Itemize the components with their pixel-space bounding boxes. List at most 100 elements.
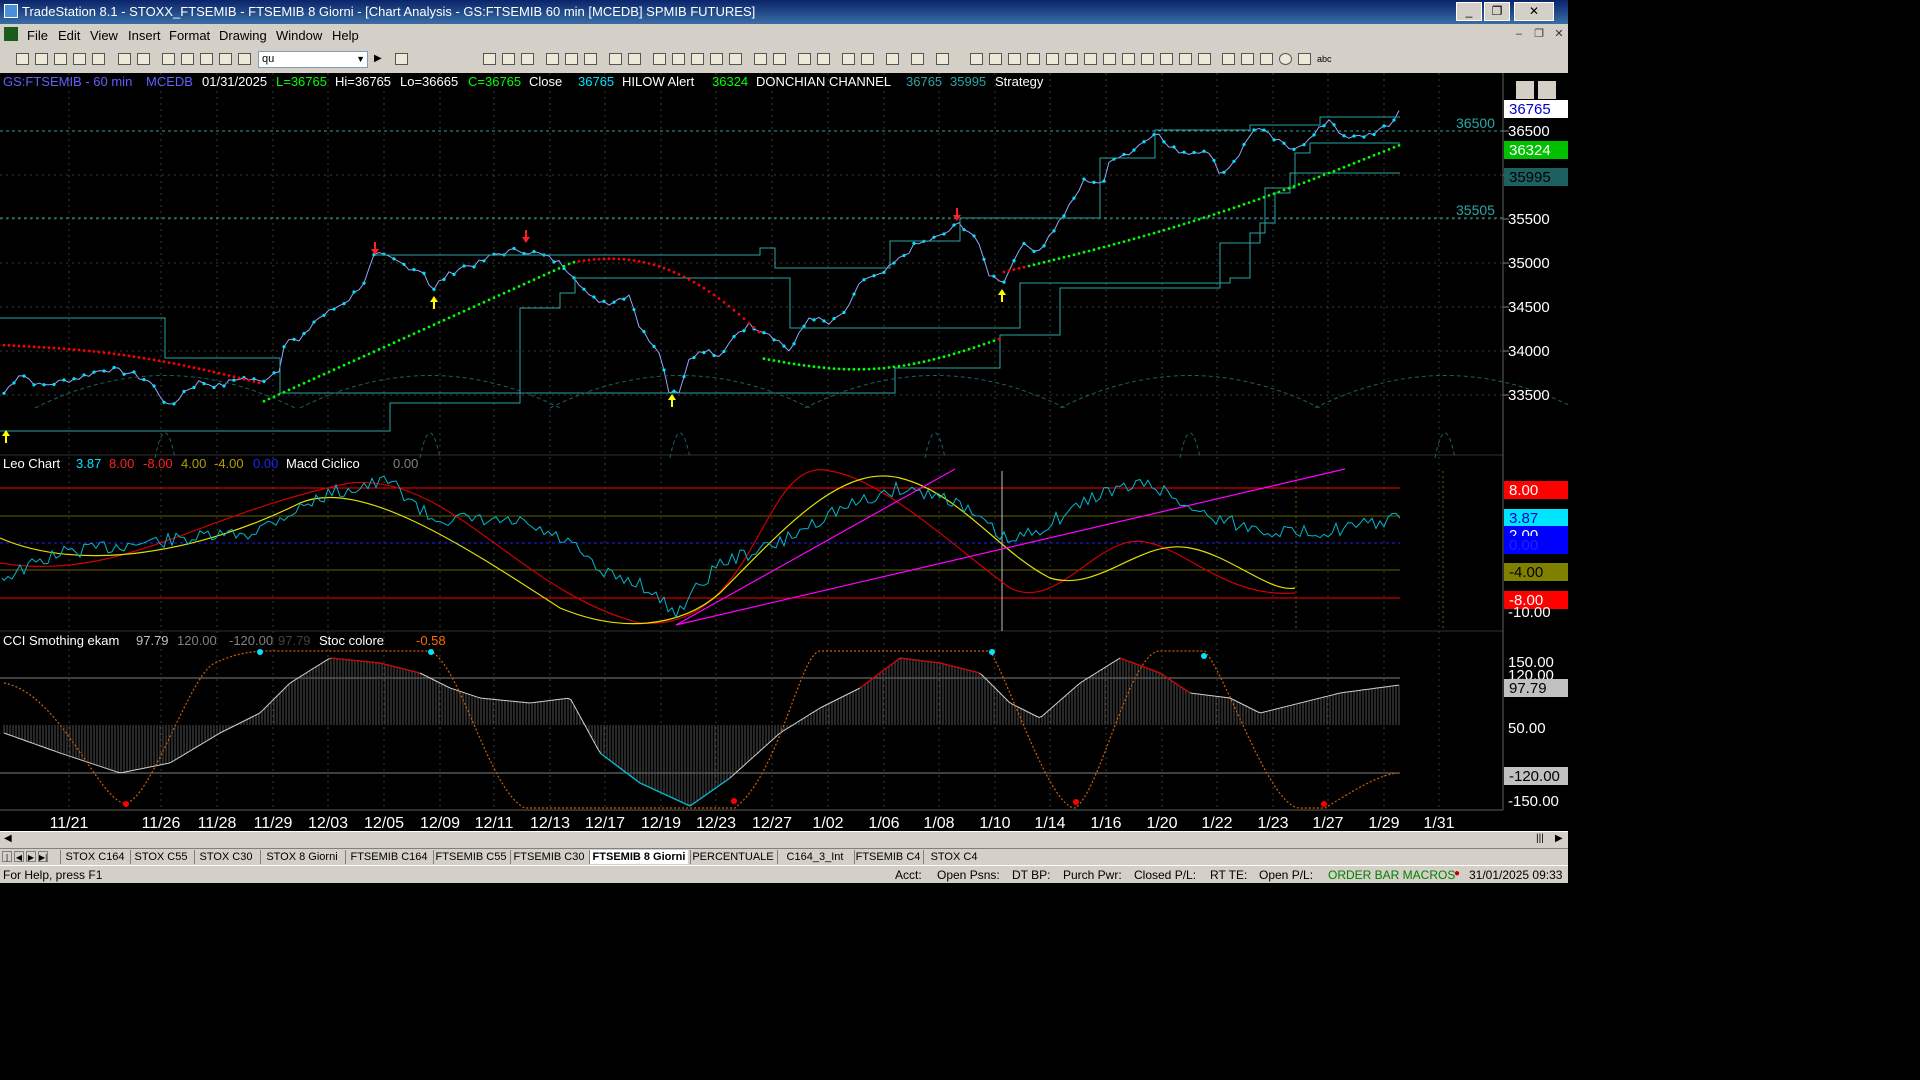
moving-average-point (847, 367, 851, 371)
news-icon[interactable] (653, 53, 666, 65)
parallel-lines-icon[interactable] (1160, 53, 1173, 65)
zoom-out-icon[interactable] (817, 53, 830, 65)
scroll-left-icon[interactable]: ◀ (4, 833, 12, 844)
tools-icon[interactable] (886, 53, 899, 65)
ticker-icon[interactable] (691, 53, 704, 65)
vertical-lines-icon[interactable] (989, 53, 1002, 65)
rectangle-icon[interactable] (1298, 53, 1311, 65)
close-icon[interactable]: ✕ (1514, 2, 1554, 21)
scroll-thumb-icon[interactable]: ||| (1536, 833, 1544, 844)
tab-ftsemib-c4[interactable]: FTSEMIB C4 (854, 850, 921, 864)
mdi-minimize-icon[interactable]: – (1515, 28, 1523, 40)
status-macros[interactable]: ORDER BAR MACROS (1328, 868, 1456, 882)
horizontal-scrollbar[interactable]: ◀ ||| ▶ (0, 831, 1568, 849)
drawing-object-icon[interactable] (219, 53, 232, 65)
gray-icon[interactable] (936, 53, 949, 65)
macro-icon[interactable] (628, 53, 641, 65)
tab-last-icon[interactable]: ▶| (38, 851, 48, 862)
zoom-in-icon[interactable] (798, 53, 811, 65)
menu-help[interactable]: Help (332, 28, 359, 43)
channel-icon[interactable] (1065, 53, 1078, 65)
bars-icon[interactable] (710, 53, 723, 65)
alert-icon[interactable] (672, 53, 685, 65)
scanner-icon[interactable] (546, 53, 559, 65)
compress-icon[interactable] (754, 53, 767, 65)
curve-icon[interactable] (1222, 53, 1235, 65)
order-bar-icon[interactable] (609, 53, 622, 65)
cascade-icon[interactable] (181, 53, 194, 65)
restore-icon[interactable]: ❐ (1484, 2, 1510, 21)
menu-insert[interactable]: Insert (128, 28, 161, 43)
chart-style-icon[interactable] (729, 53, 742, 65)
tab-stox-c164[interactable]: STOX C164 (60, 850, 129, 864)
gann-icon[interactable] (1046, 53, 1059, 65)
go-arrow-icon[interactable]: ▶ (374, 53, 382, 64)
chart-area[interactable]: GS:FTSEMIB - 60 min MCEDB 01/31/2025 L=3… (0, 73, 1568, 831)
tab-stox-c4[interactable]: STOX C4 (923, 850, 984, 864)
save-icon[interactable] (54, 53, 67, 65)
text-icon[interactable] (911, 53, 924, 65)
matrix-icon[interactable] (521, 53, 534, 65)
cci-pane[interactable] (0, 649, 1401, 809)
menu-edit[interactable]: Edit (58, 28, 81, 43)
menu-view[interactable]: View (90, 28, 118, 43)
cycle-lines-icon[interactable] (1103, 53, 1116, 65)
mdi-restore-icon[interactable]: ❐ (1534, 28, 1544, 40)
menu-drawing[interactable]: Drawing (219, 28, 267, 43)
menu-file[interactable]: File (27, 28, 48, 43)
arrow-up-icon[interactable] (1260, 53, 1273, 65)
arrow-down-icon[interactable] (1241, 53, 1254, 65)
horizontal-lines-icon[interactable] (1008, 53, 1021, 65)
find-icon[interactable] (395, 53, 408, 65)
tab-ftsemib-c164[interactable]: FTSEMIB C164 (345, 850, 432, 864)
tab-stox-c30[interactable]: STOX C30 (194, 850, 257, 864)
menu-window[interactable]: Window (276, 28, 323, 43)
leo-label: Leo Chart (3, 456, 60, 471)
moving-average-point (1322, 173, 1326, 177)
tab-percentuale[interactable]: PERCENTUALE (690, 850, 775, 864)
folder-icon[interactable] (92, 53, 105, 65)
tab-next-icon[interactable]: ▶ (26, 851, 36, 862)
arc-icon[interactable] (1179, 53, 1192, 65)
tab-prev-icon[interactable]: ◀ (14, 851, 24, 862)
minimize-icon[interactable]: _ (1456, 2, 1482, 21)
tab-ftsemib-8-giorni[interactable]: FTSEMIB 8 Giorni (589, 850, 688, 864)
workspace-icon[interactable] (73, 53, 86, 65)
pointer-icon[interactable] (842, 53, 855, 65)
tab-first-icon[interactable]: |◀ (2, 851, 12, 873)
mdi-close-icon[interactable]: ✕ (1554, 28, 1564, 40)
tab-ftsemib-c55[interactable]: FTSEMIB C55 (433, 850, 508, 864)
open-icon[interactable] (35, 53, 48, 65)
tab-c164-3-int[interactable]: C164_3_Int (777, 850, 852, 864)
fibonacci-icon[interactable] (1027, 53, 1040, 65)
scroll-right-icon[interactable]: ▶ (1555, 833, 1563, 844)
menu-format[interactable]: Format (169, 28, 211, 43)
shapes-icon[interactable] (238, 53, 251, 65)
tab-stox-c55[interactable]: STOX C55 (130, 850, 191, 864)
speed-lines-icon[interactable] (1122, 53, 1135, 65)
lock-icon[interactable] (200, 53, 213, 65)
chart-analysis-icon[interactable] (483, 53, 496, 65)
freehand-icon[interactable] (1198, 53, 1211, 65)
new-icon[interactable] (16, 53, 29, 65)
arrow-lines-icon[interactable] (1141, 53, 1154, 65)
price-pane[interactable] (0, 110, 1568, 459)
trendline-icon[interactable] (970, 53, 983, 65)
expand-icon[interactable] (773, 53, 786, 65)
symbol-input[interactable]: qu ▼ (258, 51, 368, 68)
portfolio-icon[interactable] (584, 53, 597, 65)
crosshair-icon[interactable] (861, 53, 874, 65)
andrews-icon[interactable] (1084, 53, 1097, 65)
options-icon[interactable] (565, 53, 578, 65)
tab-ftsemib-c30[interactable]: FTSEMIB C30 (510, 850, 587, 864)
price-bar (92, 370, 96, 374)
tab-stox-8-giorni[interactable]: STOX 8 Giorni (260, 850, 343, 864)
chevron-down-icon[interactable]: ▼ (356, 54, 365, 64)
text-label-icon[interactable]: abc (1317, 54, 1332, 64)
radar-icon[interactable] (502, 53, 515, 65)
leo-pane[interactable] (0, 468, 1444, 631)
ellipse-icon[interactable] (1279, 53, 1292, 65)
print-icon[interactable] (118, 53, 131, 65)
print-preview-icon[interactable] (137, 53, 150, 65)
window-icon[interactable] (162, 53, 175, 65)
